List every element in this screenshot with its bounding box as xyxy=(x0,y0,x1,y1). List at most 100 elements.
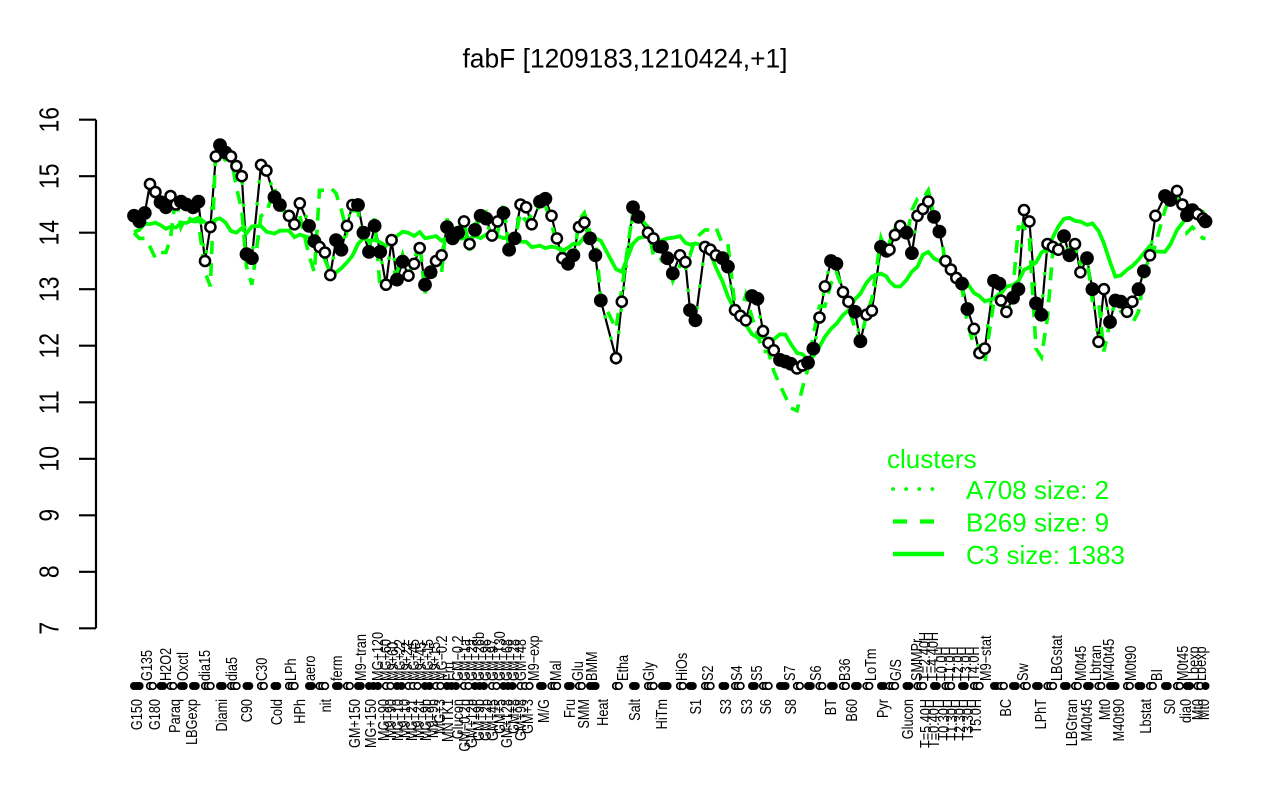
svg-text:GM+68: GM+68 xyxy=(499,639,516,681)
svg-text:M9+10: M9+10 xyxy=(397,699,414,738)
svg-text:MNTK1: MNTK1 xyxy=(440,699,457,742)
svg-text:MG+3: MG+3 xyxy=(432,699,449,734)
svg-text:9: 9 xyxy=(34,509,65,522)
svg-text:M9+21: M9+21 xyxy=(411,699,428,738)
svg-text:C30: C30 xyxy=(254,658,271,681)
svg-text:Lbtran: Lbtran xyxy=(1088,645,1105,681)
svg-text:G135: G135 xyxy=(139,650,156,681)
svg-text:GM+26b: GM+26b xyxy=(471,632,488,681)
svg-text:T5.0H: T5.0H xyxy=(968,699,985,734)
svg-text:M40t90: M40t90 xyxy=(1111,699,1128,741)
svg-text:M/G: M/G xyxy=(536,699,553,723)
svg-text:Mt0: Mt0 xyxy=(1196,699,1213,720)
svg-text:GM+1a: GM+1a xyxy=(457,639,474,681)
svg-text:BI: BI xyxy=(1149,669,1166,681)
svg-text:T=4.40H: T=4.40H xyxy=(925,632,942,681)
svg-text:Mt0: Mt0 xyxy=(1097,699,1114,720)
svg-text:M0t45: M0t45 xyxy=(1175,646,1192,681)
svg-text:S4: S4 xyxy=(729,665,746,681)
svg-text:M9+9b: M9+9b xyxy=(425,699,442,738)
svg-text:GM+2a: GM+2a xyxy=(464,639,481,681)
svg-text:HiTm: HiTm xyxy=(654,699,671,729)
svg-text:GM+28: GM+28 xyxy=(506,639,523,681)
svg-text:G/S: G/S xyxy=(888,659,905,681)
svg-text:8: 8 xyxy=(34,565,65,578)
svg-text:T4.0H: T4.0H xyxy=(966,646,983,681)
svg-text:MG+150: MG+150 xyxy=(363,699,380,748)
svg-text:BT: BT xyxy=(823,699,840,716)
svg-text:GM+9b: GM+9b xyxy=(471,699,488,741)
svg-text:S3: S3 xyxy=(718,699,735,715)
svg-text:GM+128: GM+128 xyxy=(499,699,516,748)
svg-text:T=5.40H: T=5.40H xyxy=(918,699,935,748)
svg-text:clusters: clusters xyxy=(887,444,977,474)
svg-text:Cold: Cold xyxy=(269,699,286,725)
svg-text:Lbexp: Lbexp xyxy=(1193,646,1210,681)
svg-text:Glucon: Glucon xyxy=(450,699,467,739)
svg-text:Lbstat: Lbstat xyxy=(1138,699,1155,734)
svg-text:Lbexp: Lbexp xyxy=(1186,646,1203,681)
svg-text:dia0: dia0 xyxy=(1178,699,1195,723)
svg-text:S7: S7 xyxy=(782,665,799,681)
svg-text:C90: C90 xyxy=(239,699,256,722)
svg-text:GM+45: GM+45 xyxy=(485,699,502,741)
svg-text:Diami: Diami xyxy=(214,699,231,731)
svg-text:ferm: ferm xyxy=(329,656,346,681)
svg-text:MG+120: MG+120 xyxy=(370,632,387,681)
svg-text:Salt: Salt xyxy=(627,699,644,721)
svg-text:Sw: Sw xyxy=(1015,663,1032,681)
svg-text:T1.30H: T1.30H xyxy=(944,699,961,741)
svg-text:10: 10 xyxy=(34,446,65,472)
svg-text:M0t45: M0t45 xyxy=(1073,646,1090,681)
svg-text:H2O2: H2O2 xyxy=(158,648,175,681)
svg-text:LPh: LPh xyxy=(283,658,300,681)
svg-text:GM+2b: GM+2b xyxy=(478,699,495,741)
svg-text:MG+90: MG+90 xyxy=(376,699,393,741)
svg-text:BC: BC xyxy=(998,699,1015,717)
svg-text:M9+15: M9+15 xyxy=(427,642,444,681)
svg-text:LBGexp: LBGexp xyxy=(184,699,201,745)
svg-text:T2.30H: T2.30H xyxy=(952,699,969,741)
svg-text:B60: B60 xyxy=(844,699,861,722)
svg-text:MG+22: MG+22 xyxy=(392,639,409,681)
svg-text:GM+150: GM+150 xyxy=(347,699,364,748)
svg-text:M40t45: M40t45 xyxy=(1101,639,1118,681)
svg-text:GM+5: GM+5 xyxy=(492,699,509,734)
svg-text:GM+96: GM+96 xyxy=(478,639,495,681)
svg-text:S6: S6 xyxy=(758,699,775,715)
svg-text:S8: S8 xyxy=(783,699,800,715)
svg-text:7: 7 xyxy=(34,622,65,635)
svg-text:B36: B36 xyxy=(837,658,854,681)
svg-text:M0t90: M0t90 xyxy=(1123,646,1140,681)
svg-text:BMM: BMM xyxy=(584,651,601,681)
svg-text:GM+8: GM+8 xyxy=(506,699,523,734)
svg-text:Heat: Heat xyxy=(595,699,612,726)
svg-text:Mal: Mal xyxy=(548,661,565,681)
svg-text:S1: S1 xyxy=(688,699,705,715)
svg-text:Gly: Gly xyxy=(641,661,658,681)
svg-text:T=2.40H: T=2.40H xyxy=(917,632,934,681)
svg-text:15: 15 xyxy=(34,163,65,189)
svg-text:G180: G180 xyxy=(147,699,164,730)
svg-text:M9+90: M9+90 xyxy=(383,699,400,738)
svg-text:LBGtran: LBGtran xyxy=(1064,699,1081,746)
svg-text:GM+48: GM+48 xyxy=(513,639,530,681)
svg-text:M9−tran: M9−tran xyxy=(353,634,370,681)
svg-text:T1.0H: T1.0H xyxy=(942,646,959,681)
svg-text:S0: S0 xyxy=(1162,699,1179,715)
svg-text:13: 13 xyxy=(34,276,65,302)
svg-text:GM−0.2g: GM−0.2g xyxy=(457,699,474,752)
svg-text:M9−exp: M9−exp xyxy=(526,635,543,681)
svg-text:M9+45: M9+45 xyxy=(413,642,430,681)
svg-text:Paraq: Paraq xyxy=(167,699,184,733)
svg-text:Oxctl: Oxctl xyxy=(175,652,192,681)
svg-text:MG+15: MG+15 xyxy=(420,639,437,681)
svg-text:GM+T30: GM+T30 xyxy=(492,631,509,681)
svg-text:LPhT: LPhT xyxy=(1033,699,1050,730)
svg-text:S5: S5 xyxy=(749,665,766,681)
svg-text:MG+45: MG+45 xyxy=(406,639,423,681)
svg-text:T0.0H: T0.0H xyxy=(934,646,951,681)
svg-text:14: 14 xyxy=(34,220,65,246)
svg-text:GM−0.2: GM−0.2 xyxy=(450,635,467,681)
svg-text:fabF [1209183,1210424,+1]: fabF [1209183,1210424,+1] xyxy=(462,44,787,74)
